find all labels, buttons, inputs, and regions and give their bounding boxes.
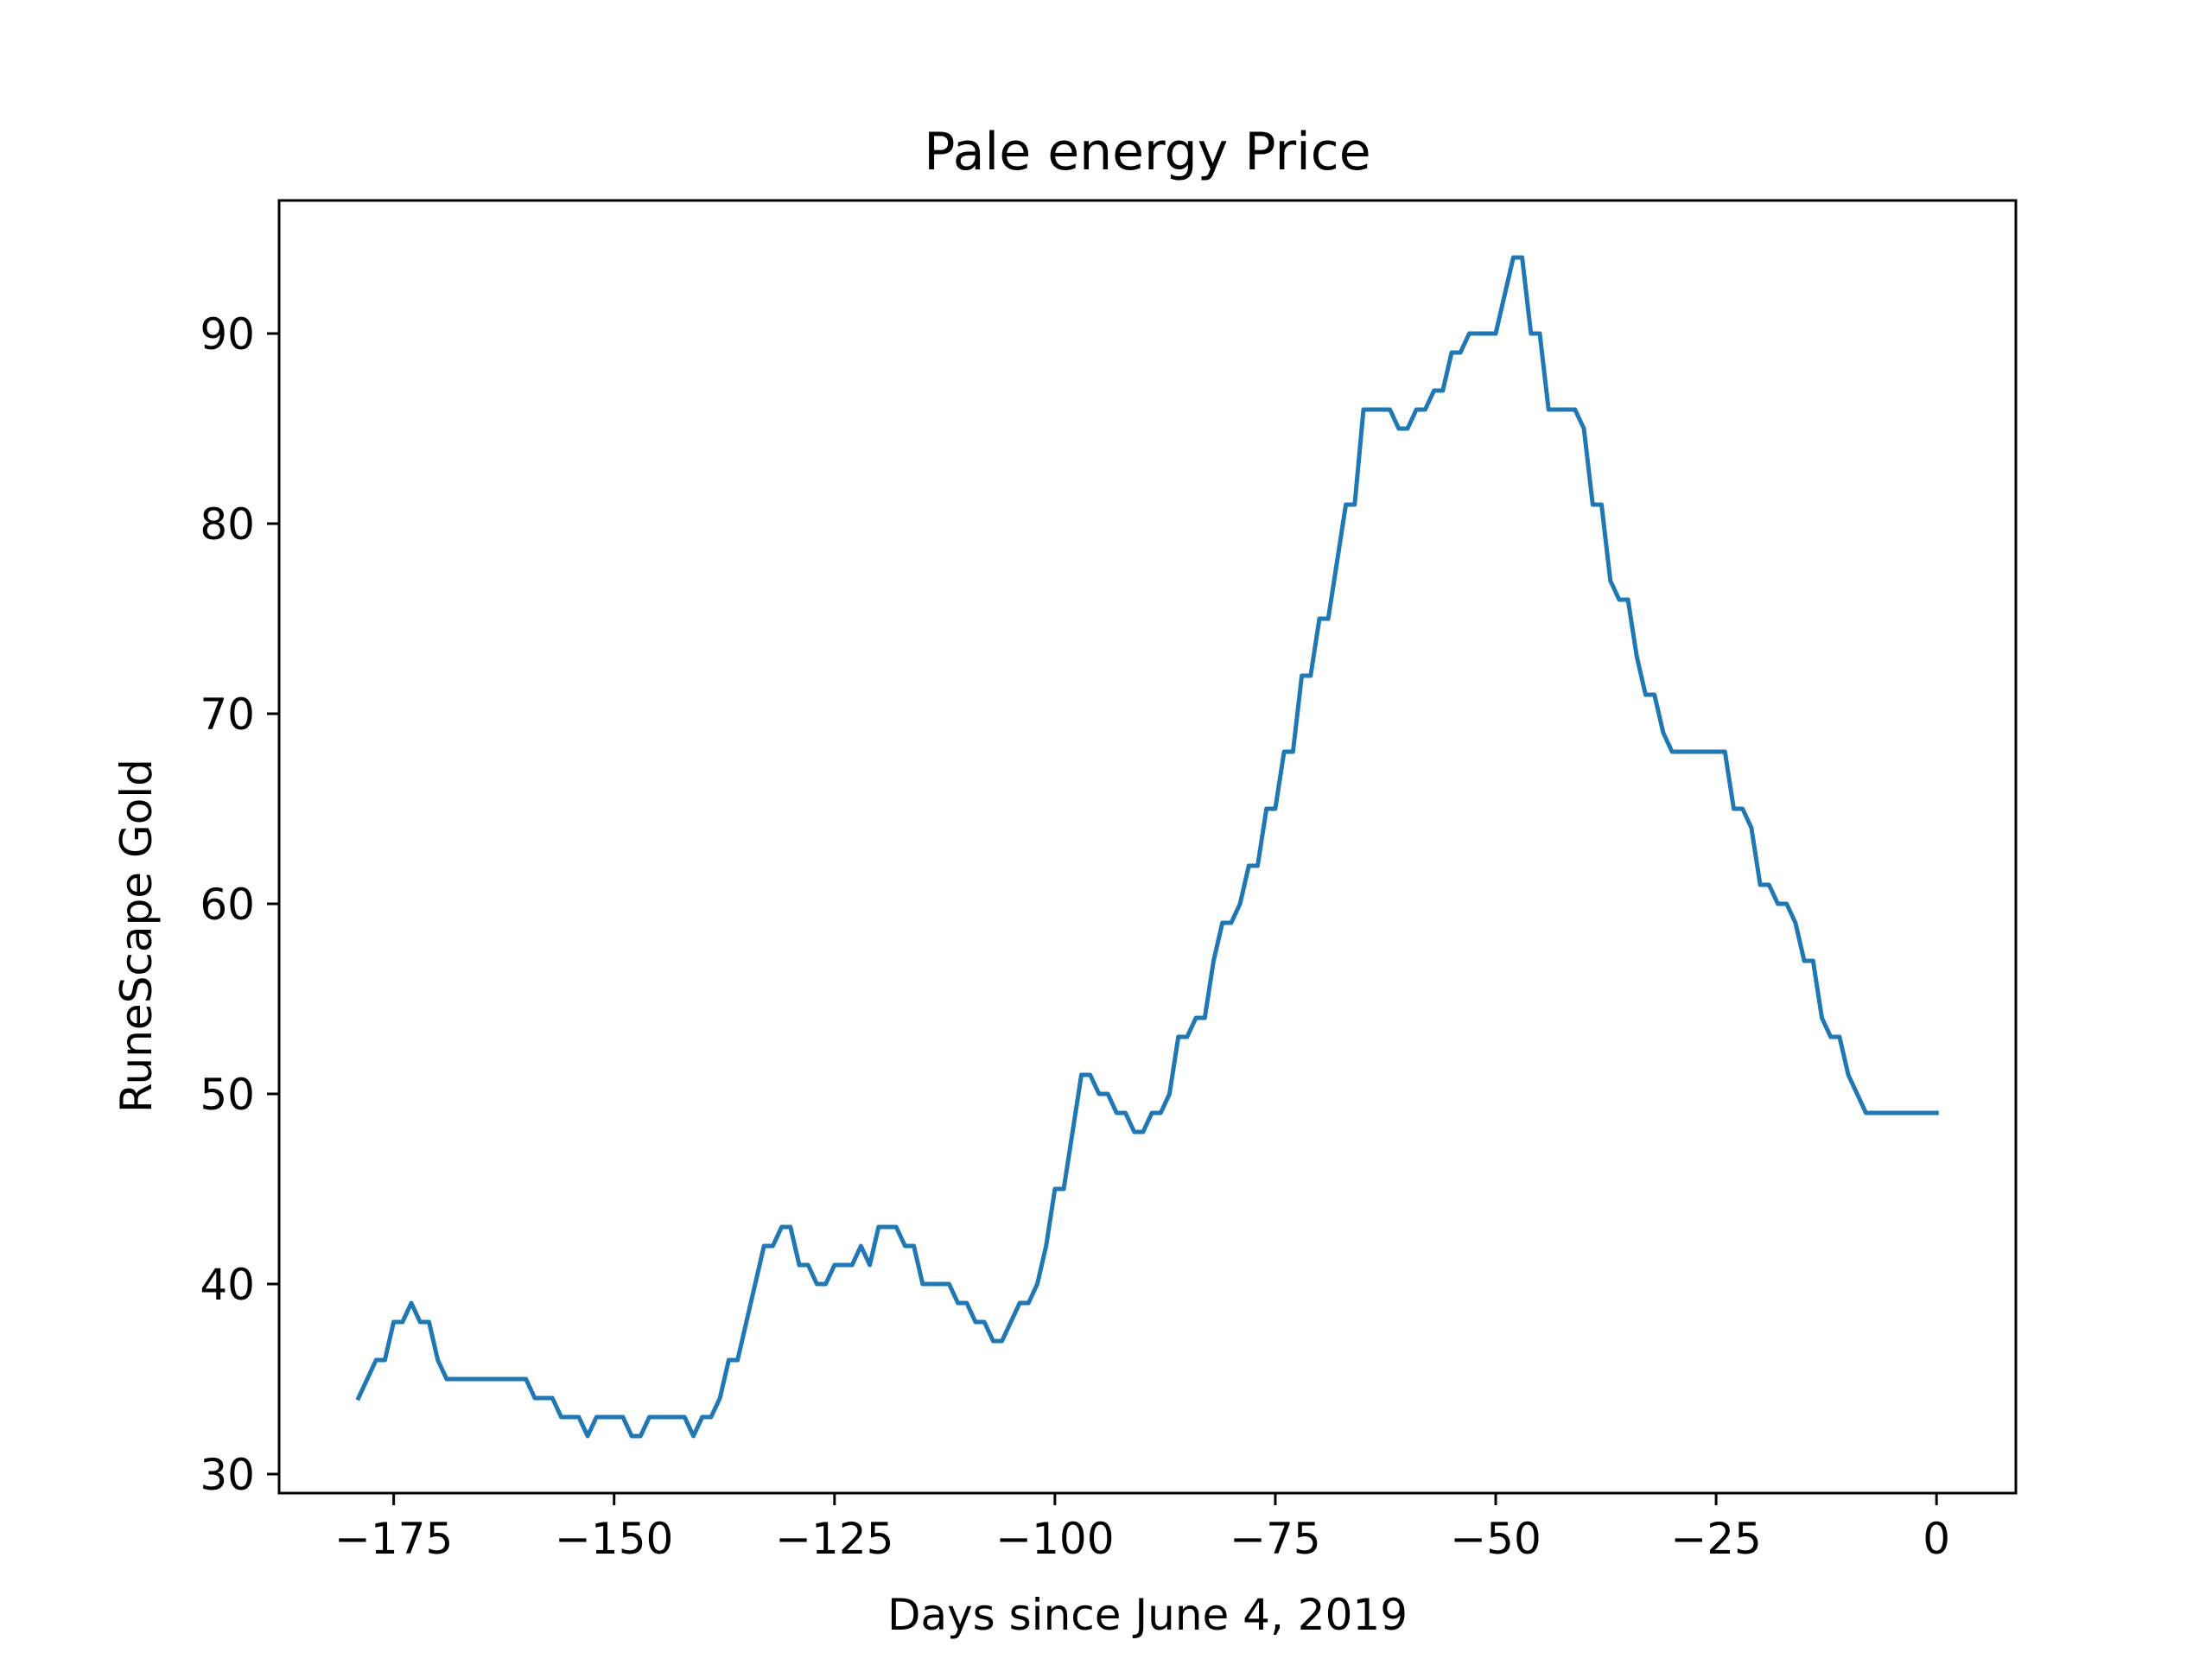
x-tick-label: −175	[334, 1514, 453, 1564]
x-tick-label: 0	[1923, 1514, 1950, 1564]
x-tick-label: −25	[1670, 1514, 1762, 1564]
x-axis: −175 −150 −125 −100 −75 −50 −25 0	[334, 1493, 1950, 1564]
x-tick-label: −100	[995, 1514, 1114, 1564]
y-tick-label: 90	[200, 309, 255, 359]
y-tick-label: 30	[200, 1450, 255, 1500]
chart-title: Pale energy Price	[924, 122, 1370, 182]
x-axis-label: Days since June 4, 2019	[887, 1590, 1408, 1640]
x-tick-label: −50	[1450, 1514, 1541, 1564]
y-axis: 30 40 50 60 70 80 90	[200, 309, 279, 1500]
axes-frame	[277, 199, 2018, 1495]
y-tick-label: 50	[200, 1070, 255, 1120]
x-tick-label: −150	[555, 1514, 673, 1564]
plot-area	[355, 255, 1939, 1439]
x-tick-label: −125	[775, 1514, 893, 1564]
y-axis-label: RuneScape Gold	[111, 759, 162, 1113]
y-tick-label: 80	[200, 499, 255, 550]
price-line	[355, 255, 1939, 1439]
y-tick-label: 40	[200, 1260, 255, 1310]
x-tick-label: −75	[1230, 1514, 1321, 1564]
y-tick-label: 60	[200, 880, 255, 930]
y-tick-label: 70	[200, 690, 255, 740]
